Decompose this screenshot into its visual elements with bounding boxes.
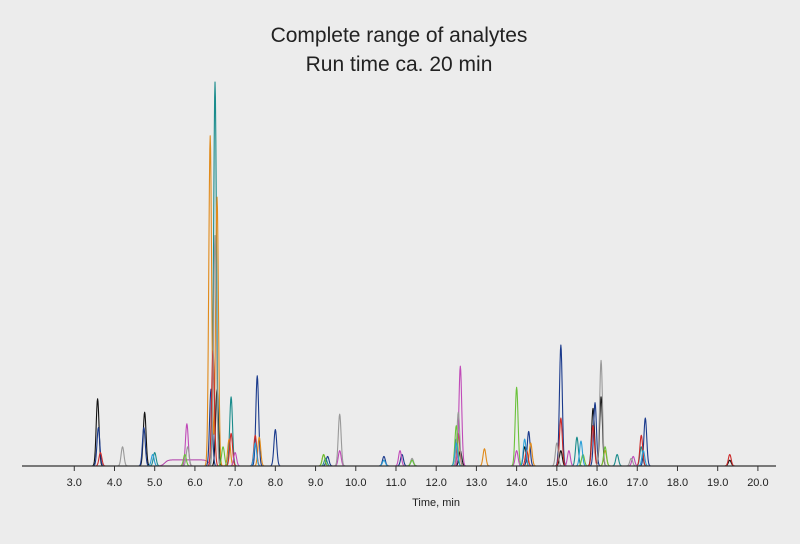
trace-series-7: [23, 235, 774, 467]
trace-series-3: [23, 81, 774, 467]
x-tick-label: 15.0: [546, 477, 567, 489]
x-tick-label: 9.0: [308, 477, 323, 489]
x-tick-label: 13.0: [466, 477, 487, 489]
chart-title: Complete range of analytes: [271, 24, 528, 47]
trace-series-4: [23, 135, 774, 467]
x-axis-ticks: 3.0 4.0 5.0 6.0 7.0 8.0 9.0 10.0 11.0 12.0 13.0 14.…: [67, 466, 769, 489]
trace-series-5: [23, 350, 774, 467]
x-tick-label: 4.0: [107, 477, 122, 489]
trace-series-2: [23, 344, 774, 467]
x-tick-label: 17.0: [627, 477, 648, 489]
x-tick-label: 16.0: [586, 477, 607, 489]
chart-subtitle: Run time ca. 20 min: [306, 53, 493, 76]
x-tick-label: 14.0: [506, 477, 527, 489]
x-tick-label: 7.0: [227, 477, 242, 489]
x-tick-label: 6.0: [187, 477, 202, 489]
x-tick-label: 5.0: [147, 477, 162, 489]
x-tick-label: 3.0: [67, 477, 82, 489]
x-tick-label: 8.0: [268, 477, 283, 489]
x-tick-label: 18.0: [667, 477, 688, 489]
x-tick-label: 19.0: [707, 477, 728, 489]
baseline-trace: [158, 459, 212, 467]
x-tick-label: 11.0: [386, 477, 407, 489]
trace-group: [23, 81, 774, 467]
x-axis-label: Time, min: [412, 497, 460, 509]
x-tick-label: 10.0: [345, 477, 366, 489]
trace-series-6: [23, 365, 774, 467]
x-tick-label: 12.0: [425, 477, 446, 489]
x-tick-label: 20.0: [747, 477, 768, 489]
